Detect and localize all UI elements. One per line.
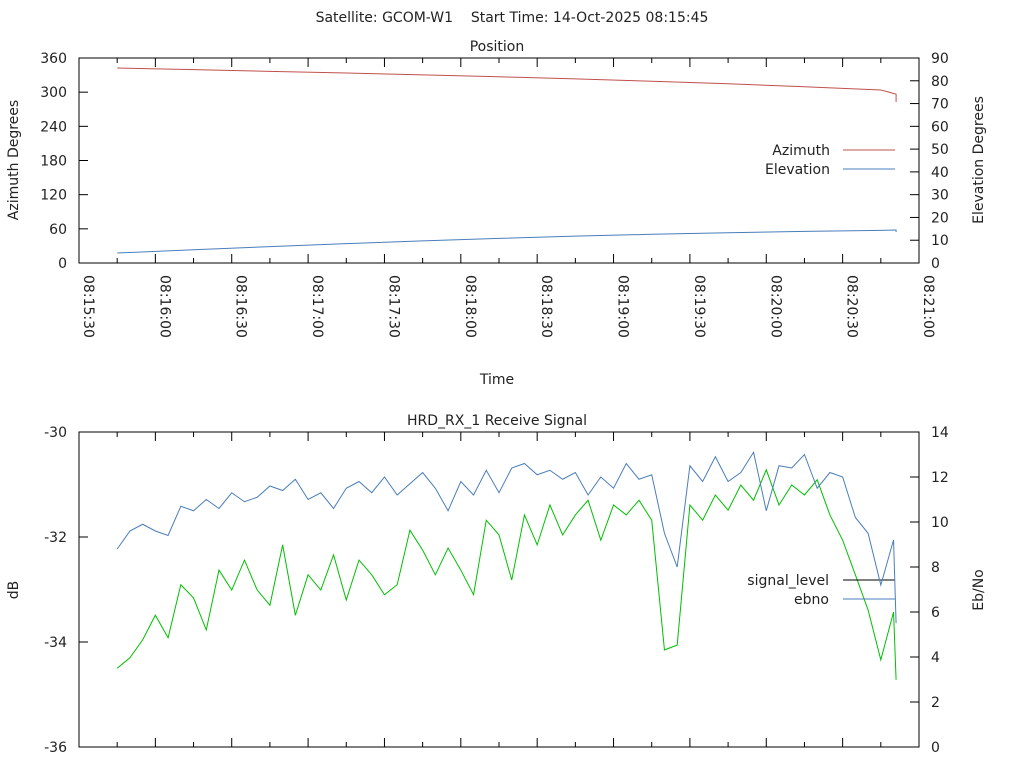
y-tick-label: 300 [40, 85, 67, 101]
y2-tick-label: 10 [931, 233, 949, 249]
legend-label: Elevation [765, 162, 830, 178]
y2-tick-label: 50 [931, 142, 949, 158]
x-tick-label: 08:17:30 [385, 275, 401, 338]
y2-tick-label: 90 [931, 51, 949, 67]
x-tick-label: 08:17:00 [309, 275, 325, 338]
plot-border [78, 57, 920, 264]
y-tick-label: 180 [40, 154, 67, 170]
x-tick-label: 08:20:00 [767, 275, 783, 338]
y2-tick-label: 14 [931, 425, 949, 441]
x-tick-label: 08:16:30 [233, 275, 249, 338]
position-y2-label: Elevation Degrees [971, 96, 987, 224]
y-tick-label: -32 [44, 530, 67, 546]
legend-label: Azimuth [772, 143, 830, 159]
plot-border [78, 431, 920, 748]
y-tick-label: 240 [40, 119, 67, 135]
elevation-line [117, 229, 897, 254]
x-tick-label: 08:19:30 [691, 275, 707, 338]
signal-chart-title: HRD_RX_1 Receive Signal [407, 413, 587, 429]
signal-y2-label: Eb/No [971, 569, 987, 611]
x-tick-label: 08:15:30 [80, 275, 96, 338]
signal-level-line [116, 468, 897, 680]
y-tick-label: 0 [58, 256, 67, 272]
y2-tick-label: 60 [931, 119, 949, 135]
y-tick-label: 360 [40, 51, 67, 67]
x-tick-label: 08:21:00 [920, 275, 936, 338]
ebno-line [116, 450, 897, 624]
signal-y-label: dB [6, 581, 22, 600]
y2-tick-label: 2 [931, 695, 940, 711]
x-tick-label: 08:18:30 [538, 275, 554, 338]
y2-tick-label: 20 [931, 210, 949, 226]
x-tick-label: 08:20:30 [844, 275, 860, 338]
y2-tick-label: 6 [931, 605, 940, 621]
y2-tick-label: 12 [931, 470, 949, 486]
position-x-label: Time [479, 372, 514, 388]
header-title: Satellite: GCOM-W1 Start Time: 14-Oct-20… [316, 10, 709, 26]
legend-label: signal_level [747, 573, 829, 589]
y2-tick-label: 0 [931, 256, 940, 272]
legend-label: ebno [794, 592, 829, 608]
y2-tick-label: 80 [931, 74, 949, 90]
x-tick-label: 08:18:00 [462, 275, 478, 338]
y2-tick-label: 30 [931, 188, 949, 204]
y-tick-label: 60 [49, 222, 67, 238]
y2-tick-label: 70 [931, 97, 949, 113]
x-tick-label: 08:19:00 [615, 275, 631, 338]
y-tick-label: 120 [40, 188, 67, 204]
y-tick-label: -34 [44, 635, 67, 651]
y2-tick-label: 0 [931, 740, 940, 756]
y-tick-label: -36 [44, 740, 67, 756]
x-tick-label: 08:16:00 [156, 275, 172, 338]
position-chart-title: Position [470, 39, 525, 55]
y-tick-label: -30 [44, 425, 67, 441]
position-y-label: Azimuth Degrees [6, 100, 22, 220]
y2-tick-label: 8 [931, 560, 940, 576]
y2-tick-label: 4 [931, 650, 940, 666]
y2-tick-label: 40 [931, 165, 949, 181]
position-plot: 08:15:30 08:16:00 08:16:30 08:17:00 08:17:30… [40, 51, 949, 338]
y2-tick-label: 10 [931, 515, 949, 531]
azimuth-line [117, 67, 897, 103]
